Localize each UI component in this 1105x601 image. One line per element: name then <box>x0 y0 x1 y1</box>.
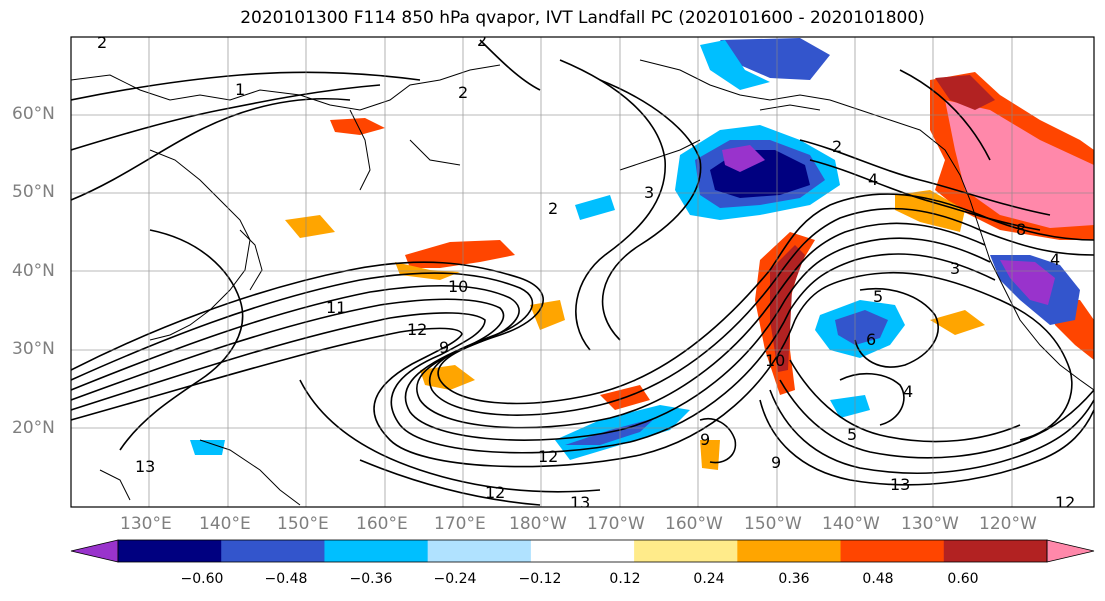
contour-label: 12 <box>538 447 558 466</box>
colorbar-segment <box>737 540 842 562</box>
contour-label: 4 <box>1050 250 1060 269</box>
negative-anomaly-shading <box>190 38 1080 460</box>
shading-mid-orange-3 <box>530 300 565 330</box>
colorbar-label: −0.60 <box>180 571 224 587</box>
colorbar-label: −0.48 <box>264 571 308 587</box>
contour-label: 13 <box>890 475 910 494</box>
lat-label-60n: 60°N <box>12 104 55 124</box>
map-title: 2020101300 F114 850 hPa qvapor, IVT Land… <box>240 8 925 28</box>
contour-label: 6 <box>866 330 876 349</box>
shading-mid-orange-5 <box>930 310 985 335</box>
contour-label: 2 <box>548 199 558 218</box>
lon-label-150e: 150°E <box>277 514 329 534</box>
colorbar-label: 0.24 <box>693 571 725 587</box>
shading-central-pacific-band-core <box>770 245 805 372</box>
contour-label: 12 <box>485 483 505 502</box>
contour-label: 12 <box>1055 493 1075 512</box>
contour-label: 3 <box>950 259 960 278</box>
colorbar-segment <box>530 540 635 562</box>
colorbar-extend-high <box>1046 539 1095 563</box>
shading-kamchatka <box>330 118 385 135</box>
colorbar-segment <box>634 540 738 562</box>
shading-alaska-top-light <box>700 40 770 90</box>
contour-label: 2 <box>832 137 842 156</box>
contour-label: 9 <box>439 338 449 357</box>
shading-subtropical-low-core <box>835 310 888 345</box>
colorbar <box>70 539 1095 563</box>
contour-label: 8 <box>1016 220 1026 239</box>
contour-label: 10 <box>448 277 468 296</box>
colorbar-segment <box>943 540 1048 562</box>
contour-label: 9 <box>771 453 781 472</box>
colorbar-segment <box>118 540 222 562</box>
contour-label: 13 <box>570 493 590 512</box>
colorbar-label: 0.36 <box>778 571 810 587</box>
shading-dateline-orange <box>405 240 515 268</box>
gridlines <box>71 37 1094 507</box>
lon-label-160w: 160°W <box>665 514 723 534</box>
colorbar-segment <box>427 540 532 562</box>
contour-label: 10 <box>765 351 785 370</box>
shading-ne-pacific-red <box>935 75 995 110</box>
map-frame <box>70 36 1095 508</box>
colorbar-label: 0.48 <box>862 571 894 587</box>
contour-label: 13 <box>135 457 155 476</box>
lon-label-170e: 170°E <box>434 514 486 534</box>
contour-label: 2 <box>458 83 468 102</box>
contour-label: 4 <box>903 382 913 401</box>
contour-label: 12 <box>407 320 427 339</box>
colorbar-frame <box>117 539 1048 563</box>
colorbar-label: 0.12 <box>609 571 641 587</box>
colorbar-label: −0.12 <box>518 571 562 587</box>
shading-mid-orange-1 <box>420 365 475 390</box>
colorbar-label: 0.60 <box>947 571 979 587</box>
contour-label: 3 <box>644 183 654 202</box>
colorbar-segment <box>840 540 945 562</box>
colorbar-extend-low <box>70 539 119 563</box>
lon-label-160e: 160°E <box>356 514 408 534</box>
shading-west-blue-2 <box>575 195 615 220</box>
contour-label: 5 <box>873 287 883 306</box>
shading-mid-orange-4 <box>285 215 335 238</box>
shading-alaska-top <box>720 38 830 80</box>
lon-label-180w: 180°W <box>509 514 567 534</box>
lon-label-140w: 140°W <box>822 514 880 534</box>
contour-label: 4 <box>868 170 878 189</box>
contour-lines <box>71 39 1094 506</box>
lat-label-30n: 30°N <box>12 339 55 359</box>
coastlines <box>71 59 1094 506</box>
positive-anomaly-shading <box>285 72 1094 470</box>
lat-label-20n: 20°N <box>12 418 55 438</box>
contour-label: 2 <box>477 31 487 50</box>
contour-label: 2 <box>97 33 107 52</box>
shading-west-blue-1 <box>190 440 225 455</box>
colorbar-segment <box>221 540 325 562</box>
contour-label: 9 <box>700 430 710 449</box>
lat-label-50n: 50°N <box>12 182 55 202</box>
shading-ne-pacific-core <box>945 100 1094 228</box>
lat-label-40n: 40°N <box>12 261 55 281</box>
colorbar-label: −0.24 <box>433 571 477 587</box>
lon-label-130e: 130°E <box>120 514 172 534</box>
contour-label: 11 <box>326 298 346 317</box>
lon-label-120w: 120°W <box>979 514 1037 534</box>
colorbar-segment <box>324 540 429 562</box>
contour-label: 5 <box>847 425 857 444</box>
shading-gulf-purple <box>722 145 765 172</box>
lon-label-150w: 150°W <box>744 514 802 534</box>
contour-label: 1 <box>235 80 245 99</box>
shading-ne-pacific-orange <box>895 190 965 232</box>
lon-label-140e: 140°E <box>199 514 251 534</box>
colorbar-label: −0.36 <box>349 571 393 587</box>
lon-label-170w: 170°W <box>587 514 645 534</box>
lon-label-130w: 130°W <box>901 514 959 534</box>
shading-west-blue-3 <box>830 395 870 418</box>
